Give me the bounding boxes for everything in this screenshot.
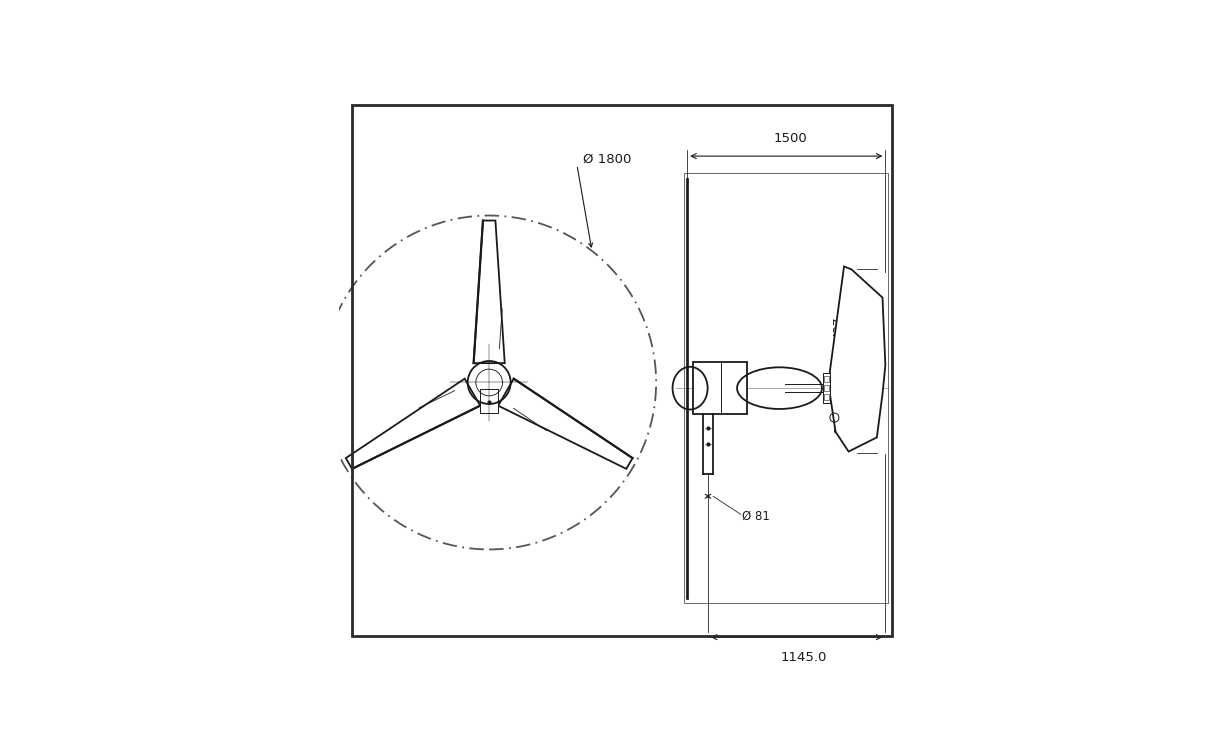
Text: 226: 226 bbox=[833, 410, 846, 432]
Text: 427: 427 bbox=[833, 316, 846, 339]
Bar bbox=[685, 173, 889, 603]
Text: 1500: 1500 bbox=[773, 132, 807, 145]
Bar bbox=[823, 376, 829, 382]
Text: 1145.0: 1145.0 bbox=[781, 651, 827, 664]
Bar bbox=[823, 394, 829, 400]
Polygon shape bbox=[473, 220, 505, 363]
Polygon shape bbox=[830, 267, 885, 451]
Bar bbox=[823, 373, 830, 403]
Bar bbox=[480, 389, 498, 413]
Polygon shape bbox=[498, 379, 632, 469]
Bar bbox=[693, 362, 747, 415]
Text: Ø 1800: Ø 1800 bbox=[583, 152, 631, 165]
Text: Ø 81: Ø 81 bbox=[742, 509, 770, 523]
Polygon shape bbox=[346, 379, 481, 469]
Bar bbox=[823, 385, 829, 391]
